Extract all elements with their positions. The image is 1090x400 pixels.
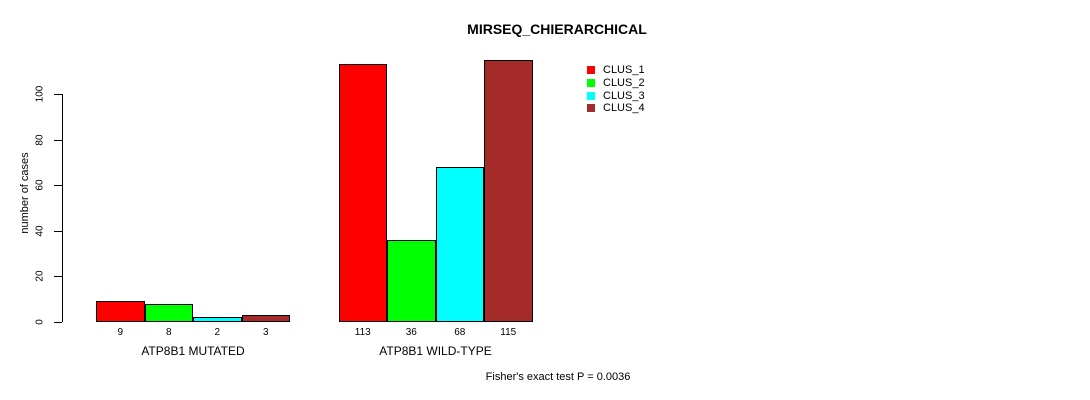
bar-clus_4-atp8b1-wild-type	[484, 59, 533, 322]
x-category-label: ATP8B1 MUTATED	[141, 344, 245, 358]
y-axis-tick	[54, 185, 62, 187]
legend: CLUS_1 CLUS_2 CLUS_3 CLUS_4	[587, 64, 645, 115]
y-axis-tick	[54, 94, 62, 95]
y-axis-line	[62, 94, 63, 322]
chart-title: MIRSEQ_CHIERARCHICAL	[467, 21, 647, 37]
y-axis-tick	[54, 322, 62, 323]
y-axis-tick-label: 40	[34, 225, 46, 237]
legend-label: CLUS_3	[603, 89, 645, 102]
legend-swatch-clus_2	[587, 79, 595, 88]
x-category-label: ATP8B1 WILD-TYPE	[379, 344, 492, 358]
legend-item-clus_3: CLUS_3	[587, 89, 645, 102]
bar-clus_2-atp8b1-wild-type	[387, 239, 436, 322]
y-axis-tick	[54, 276, 62, 278]
bar-clus_1-atp8b1-wild-type	[338, 64, 387, 322]
legend-swatch-clus_1	[587, 66, 595, 75]
legend-item-clus_1: CLUS_1	[587, 64, 645, 77]
y-axis-tick-label: 0	[34, 319, 46, 325]
legend-label: CLUS_4	[603, 102, 645, 115]
legend-item-clus_4: CLUS_4	[587, 102, 645, 115]
legend-swatch-clus_4	[587, 104, 595, 113]
bar-value-label: 36	[405, 327, 417, 338]
legend-label: CLUS_2	[603, 77, 645, 90]
y-axis-tick-label: 60	[34, 179, 46, 191]
y-axis-title: number of cases	[19, 152, 31, 234]
bar-value-label: 8	[165, 327, 172, 338]
bar-value-label: 2	[214, 327, 221, 338]
y-axis-tick-label: 80	[34, 134, 46, 146]
y-axis-tick	[54, 139, 62, 141]
bar-clus_3-atp8b1-wild-type	[435, 166, 484, 322]
y-axis-tick	[54, 230, 62, 232]
legend-label: CLUS_1	[603, 64, 645, 77]
bar-clus_3-atp8b1-mutated	[193, 317, 242, 322]
bar-value-label: 115	[500, 327, 517, 338]
stat-annotation: Fisher's exact test P = 0.0036	[485, 371, 631, 383]
bar-value-label: 3	[262, 327, 269, 338]
bar-value-label: 9	[117, 327, 124, 338]
bar-clus_4-atp8b1-mutated	[241, 315, 290, 322]
bar-value-label: 68	[454, 327, 466, 338]
y-axis-tick-label: 20	[34, 270, 46, 282]
bar-clus_2-atp8b1-mutated	[144, 303, 193, 322]
legend-swatch-clus_3	[587, 91, 595, 100]
legend-item-clus_2: CLUS_2	[587, 77, 645, 90]
bar-value-label: 113	[354, 327, 371, 338]
y-axis-tick-label: 100	[34, 85, 46, 103]
bar-clus_1-atp8b1-mutated	[96, 301, 145, 322]
